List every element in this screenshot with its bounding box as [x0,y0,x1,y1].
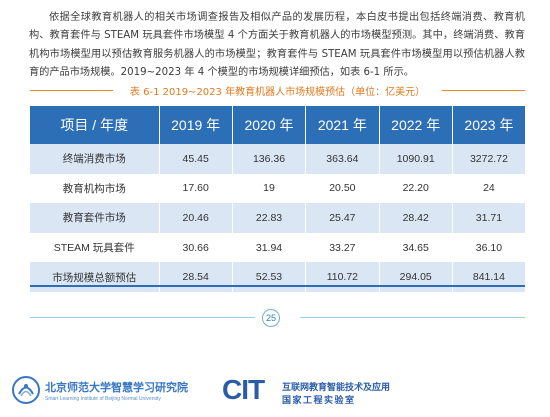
header-cell-2020: 2020 年 [232,106,307,144]
row-label: 市场规模总额预估 [30,262,160,292]
header-cell-2022: 2022 年 [379,106,453,144]
table-cell: 24 [483,182,495,195]
intro-paragraph: 依据全球教育机器人的相关市场调查报告及相似产品的发展历程，本白皮书提出包括终端消… [29,12,525,79]
header-cell-2021: 2021 年 [305,106,380,144]
table-bottom-rule [30,285,525,287]
caption-rule-right [442,90,525,91]
table-row: 教育套件市场 20.46 22.83 25.47 28.42 31.71 [30,203,525,233]
table-cell: 19 [232,173,307,204]
bnu-name-en: Smart Learning Institute of Beijing Norm… [45,396,161,402]
bnu-emblem-icon [12,376,40,404]
table-cell: 20.46 [159,203,233,233]
cit-mark: CIT [222,374,265,406]
table-cell: 30.66 [159,232,233,263]
table-cell: 363.64 [305,144,380,174]
table-cell: 22.20 [379,173,453,204]
page-rule-left [30,317,255,318]
table-row: 教育机构市场 17.60 19 20.50 22.20 24 [30,173,525,204]
table-cell: 294.05 [379,262,453,292]
table-row: STEAM 玩具套件 30.66 31.94 33.27 34.65 36.10 [30,232,525,263]
cit-name-line1: 互联网教育智能技术及应用 [282,383,391,393]
table-cell: 28.42 [379,203,453,233]
table-cell: 25.47 [305,203,380,233]
cit-mark-text: CIT [222,374,265,405]
header-cell-2019: 2019 年 [159,106,233,144]
caption-rule-left [30,90,113,91]
row-label: 教育机构市场 [30,173,160,204]
row-label: 终端消费市场 [30,144,160,174]
table-row: 市场规模总额预估 28.54 52.53 110.72 294.05 841.1… [30,262,525,292]
table-cell: 34.65 [379,232,453,263]
page-number: 25 [262,309,280,327]
table-cell: 136.36 [232,144,307,174]
page-rule-right [300,317,525,318]
market-size-table: 项目 / 年度 2019 年 2020 年 2021 年 2022 年 2023… [30,106,525,292]
cit-footer-logo: CIT 互联网教育智能技术及应用 国家工程实验室 [222,372,422,412]
page-number-area: 25 [0,309,550,327]
table-cell: 20.50 [305,173,380,204]
table-cell: 33.27 [305,232,380,263]
header-cell-2023: 2023 年 [464,117,514,133]
bnu-name-cn: 北京师范大学智慧学习研究院 [45,381,188,394]
row-label: 教育套件市场 [30,203,160,233]
table-cell: 3272.72 [469,152,508,165]
cit-name-line2: 国家工程实验室 [282,396,356,406]
bnu-footer-logo: 北京师范大学智慧学习研究院 Smart Learning Institute o… [11,374,201,410]
table-cell: 31.94 [232,232,307,263]
table-caption: 表 6-1 2019~2023 年教育机器人市场规模预估（单位：亿美元） [129,87,426,98]
row-label: STEAM 玩具套件 [30,232,160,263]
table-header-row: 项目 / 年度 2019 年 2020 年 2021 年 2022 年 2023… [30,106,525,144]
table-cell: 36.10 [475,241,503,254]
table-cell: 52.53 [232,262,307,292]
header-cell-item: 项目 / 年度 [30,106,160,144]
table-cell: 841.14 [472,271,505,284]
table-cell: 22.83 [232,203,307,233]
table-cell: 28.54 [159,262,233,292]
table-cell: 110.72 [305,262,380,292]
table-cell: 31.71 [475,211,503,224]
table-row: 终端消费市场 45.45 136.36 363.64 1090.91 3272.… [30,144,525,174]
table-cell: 45.45 [159,144,233,174]
table-caption-row: 表 6-1 2019~2023 年教育机器人市场规模预估（单位：亿美元） [30,84,525,98]
table-cell: 1090.91 [379,144,453,174]
table-cell: 17.60 [159,173,233,204]
